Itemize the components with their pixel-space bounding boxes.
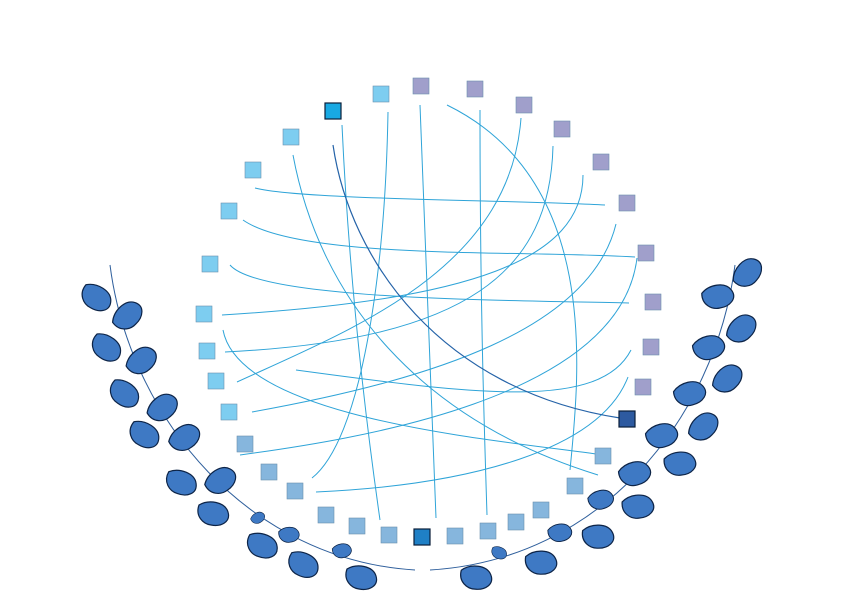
laurel-leaf — [524, 550, 558, 575]
laurel-leaf — [732, 258, 763, 287]
chord-link — [242, 219, 636, 258]
laurel-leaf — [168, 424, 201, 451]
laurel-leaf — [197, 501, 230, 527]
laurel-leaf — [663, 451, 697, 476]
ring-node — [618, 194, 636, 212]
laurel-leaf — [246, 532, 278, 559]
laurel-stem-right — [429, 264, 736, 571]
chord-link — [239, 257, 638, 456]
laurel-leaf — [129, 420, 160, 449]
laurel-leaf — [81, 283, 112, 312]
ring-nodes — [195, 77, 662, 546]
ring-node — [634, 378, 652, 396]
ring-node — [637, 244, 655, 262]
ring-node — [260, 463, 278, 481]
laurel-leaf — [331, 543, 352, 559]
laurel-leaf — [691, 335, 726, 361]
chord-link — [295, 349, 632, 393]
laurel-leaf — [345, 565, 378, 591]
laurel-leaf — [204, 467, 237, 494]
ring-node — [244, 161, 262, 179]
laurel-leaf — [701, 284, 735, 309]
ring-node — [282, 128, 300, 146]
laurel-leaf — [278, 526, 300, 543]
laurel-leaf — [587, 489, 614, 510]
laurel-leaf — [617, 461, 652, 487]
node-bottom-highlight — [413, 528, 431, 546]
laurel-leaf — [250, 511, 265, 524]
chord-links — [221, 104, 638, 521]
laurel-wreath — [81, 258, 763, 591]
ring-node — [286, 482, 304, 500]
laurel-leaf — [460, 565, 493, 590]
ring-node — [566, 477, 584, 495]
laurel-leaf — [725, 314, 757, 343]
ring-node — [446, 527, 464, 545]
ring-node — [479, 522, 497, 540]
ring-node — [317, 506, 335, 524]
chord-link — [221, 174, 584, 316]
ring-node — [507, 513, 525, 531]
laurel-leaf — [165, 469, 197, 496]
laurel-leaf — [672, 381, 707, 407]
ring-node — [380, 526, 398, 544]
laurel-leaf — [91, 333, 122, 362]
laurel-leaf — [581, 524, 615, 549]
ring-node — [220, 403, 238, 421]
node-right-highlight — [618, 410, 636, 428]
laurel-leaf — [288, 551, 319, 578]
laurel-leaf — [621, 494, 655, 519]
ring-node — [195, 305, 213, 323]
ring-node — [372, 85, 390, 103]
laurel-leaf — [491, 546, 507, 560]
ring-node — [198, 342, 216, 360]
ring-node — [515, 96, 533, 114]
chord-link — [479, 109, 488, 516]
ring-node — [592, 153, 610, 171]
chord-link-highlight — [332, 144, 621, 419]
chord-link — [292, 154, 599, 476]
chord-link — [222, 329, 604, 456]
chord-link — [224, 145, 554, 353]
ring-node — [466, 80, 484, 98]
chord-link — [251, 223, 617, 413]
node-top-highlight — [324, 102, 342, 120]
laurel-leaf — [644, 423, 679, 449]
ring-node — [348, 517, 366, 535]
ring-node — [201, 255, 219, 273]
laurel-leaf — [111, 301, 143, 330]
ring-node — [412, 77, 430, 95]
chord-link — [315, 376, 629, 493]
laurel-leaf — [109, 379, 140, 408]
ring-node — [532, 501, 550, 519]
chord-link — [236, 117, 522, 383]
ring-node — [207, 372, 225, 390]
chord-link — [419, 104, 437, 519]
chord-link — [311, 111, 389, 479]
ring-node — [642, 338, 660, 356]
ring-node — [553, 120, 571, 138]
laurel-leaf — [687, 412, 719, 441]
chord-link — [254, 187, 606, 206]
laurel-leaf — [711, 364, 743, 393]
ring-node — [236, 435, 254, 453]
chord-link — [446, 104, 578, 471]
laurel-leaf — [146, 393, 178, 422]
ring-node — [220, 202, 238, 220]
ring-node — [594, 447, 612, 465]
ring-node — [644, 293, 662, 311]
laurel-leaf — [547, 523, 573, 542]
chord-link — [229, 264, 630, 304]
laurel-leaf — [125, 346, 157, 375]
